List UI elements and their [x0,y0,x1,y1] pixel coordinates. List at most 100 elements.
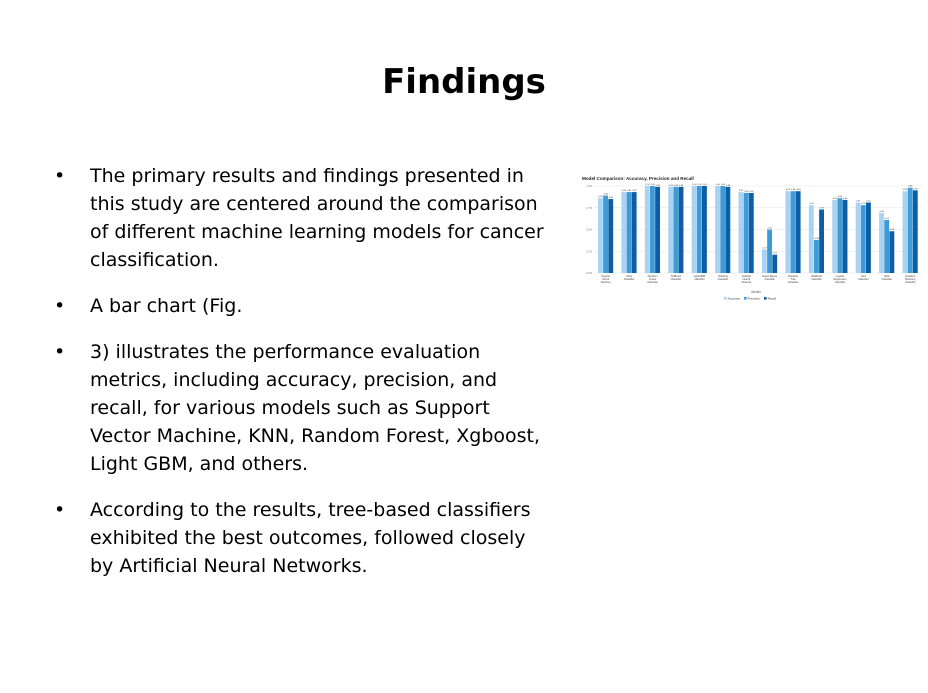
bar-accuracy [902,191,908,273]
bar-precision [813,239,819,273]
bar-precision [790,191,796,273]
bar-recall [772,254,778,273]
chart-x-axis-label: Model [751,290,760,294]
y-tick-label: 0.25 [586,249,592,253]
x-tick-label: Random Forest Classifier [647,274,658,284]
bullet-text: A bar chart (Fig. [90,295,243,317]
bar-value-label: 0.81 [866,201,871,203]
bullet-text: The primary results and findings present… [90,165,544,271]
x-tick-label: Artificial Neural Network [742,274,752,284]
bullet-text: According to the results, tree-based cla… [90,499,531,577]
bar-value-label: 0.93 [622,190,627,192]
chart-svg: Model Comparison: Accuracy, Precision an… [582,176,922,300]
bar-value-label: 0.86 [838,196,843,198]
bar-recall [678,186,684,273]
y-tick-label: 0.75 [586,206,592,210]
bar-value-label: 1.00 [692,184,697,186]
x-tick-label: Naive Bayes Classifier [762,274,777,281]
legend-label-accuracy: Accuracy [728,296,741,300]
bar-value-label: 0.50 [768,228,773,230]
bar-value-label: 1.00 [702,184,707,186]
bar-accuracy [761,249,767,273]
y-tick-label: 1.00 [586,184,592,188]
bar-value-label: 1.00 [697,184,702,186]
bar-value-label: 0.99 [674,185,679,187]
bar-value-label: 0.93 [627,190,632,192]
bar-value-label: 0.99 [726,185,731,187]
bar-value-label: 0.92 [744,191,749,193]
bar-value-label: 0.27 [762,248,767,250]
y-tick-label: 0.00 [586,271,592,275]
bar-value-label: 0.48 [890,229,895,231]
x-tick-label: LightGBM Classifier [694,274,706,281]
bullet-marker: • [54,165,66,187]
bullet-marker: • [54,341,66,363]
x-tick-label: XGBoost Classifier [671,274,682,281]
x-tick-label: LDA Classifier [858,274,869,281]
bar-recall [842,199,848,273]
bar-precision [626,192,632,273]
bar-value-label: 0.78 [809,203,814,205]
bar-value-label: 0.81 [856,201,861,203]
bar-precision [603,195,608,273]
bar-accuracy [691,186,697,273]
bar-precision [884,219,890,273]
bar-precision [837,198,843,273]
bar-recall [866,202,871,273]
bar-recall [748,192,754,273]
bar-value-label: 1.00 [721,184,726,186]
bar-accuracy [808,205,814,273]
x-tick-label: Decision Tree Classifier [788,274,799,284]
bar-value-label: 0.69 [880,211,885,213]
bar-accuracy [644,186,650,273]
chart-data-labels: 0.860.890.850.93 0.93 0.931.00 1.00 0.99 0.99… [598,184,918,255]
bar-accuracy [621,192,627,273]
bar-value-label: 1.00 [650,184,655,186]
bar-value-label: 0.92 [749,191,754,193]
chart-bars [597,186,918,273]
bar-value-label: 0.99 [656,185,661,187]
bar-recall [631,192,637,273]
bar-value-label: 0.98 [908,186,913,188]
bar-value-label: 0.85 [609,197,614,199]
bullet-item: • The primary results and findings prese… [52,162,548,274]
model-comparison-chart: Model Comparison: Accuracy, Precision an… [578,172,924,304]
bar-value-label: 0.94 [791,189,796,191]
bar-accuracy [715,186,720,273]
bar-value-label: 1.00 [716,184,721,186]
x-tick-label: Stacking Classifier [718,274,729,281]
bar-value-label: 1.00 [645,184,650,186]
bar-precision [720,186,726,273]
bar-value-label: 0.21 [773,253,778,255]
bar-precision [767,229,772,273]
bullet-marker: • [54,499,66,521]
bar-value-label: 0.38 [814,238,819,240]
bar-recall [655,186,661,273]
legend-swatch-recall [764,297,767,300]
bar-accuracy [832,199,838,273]
bar-recall [889,231,895,273]
bar-recall [912,190,918,273]
bar-precision [860,205,866,273]
bar-value-label: 0.94 [796,189,801,191]
bar-recall [819,209,825,273]
bar-recall [795,191,801,273]
bullet-list: • The primary results and findings prese… [52,162,548,598]
bar-precision [907,187,913,273]
bullet-item: • 3) illustrates the performance evaluat… [52,338,548,478]
bullet-item: • A bar chart (Fig. [52,292,548,320]
bar-accuracy [668,186,674,273]
legend-swatch-precision [744,297,747,300]
bar-value-label: 0.95 [913,188,918,190]
bar-value-label: 0.93 [632,190,637,192]
bullet-marker: • [54,295,66,317]
bar-value-label: 0.93 [739,190,744,192]
bullet-text: 3) illustrates the performance evaluatio… [90,341,541,475]
legend-swatch-accuracy [724,297,727,300]
bar-value-label: 0.78 [861,203,866,205]
bar-accuracy [855,202,861,273]
bar-value-label: 0.61 [885,218,890,220]
x-tick-label: Logistic Regression Classifier [833,274,847,284]
bar-accuracy [785,191,791,273]
